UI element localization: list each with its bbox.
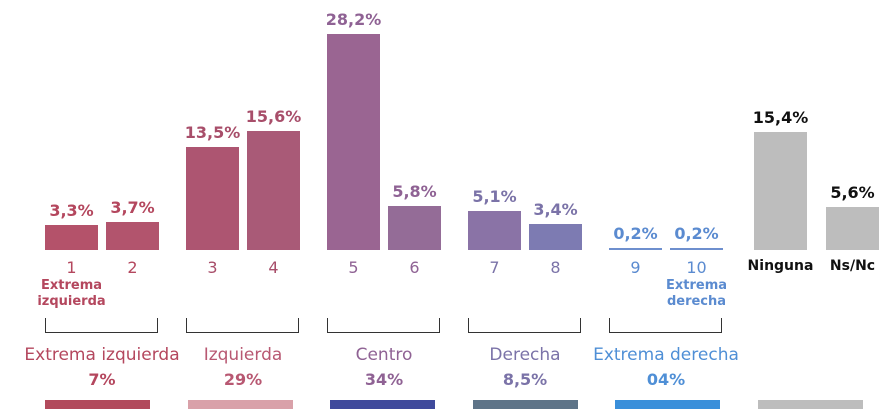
- group-swatch: [472, 400, 578, 409]
- bar: [45, 224, 98, 250]
- group-name: Izquierda: [203, 345, 283, 365]
- value-label: 13,5%: [184, 122, 241, 142]
- value-label: 5,6%: [830, 183, 875, 203]
- bar: [468, 210, 521, 250]
- category-label: 5: [348, 258, 359, 277]
- bar: [106, 221, 159, 250]
- group-name: Extrema derecha: [593, 345, 739, 365]
- category-label: 4: [268, 258, 279, 277]
- bracket: [186, 318, 299, 333]
- category-label: 2: [127, 258, 138, 277]
- group-value: 8,5%: [502, 370, 548, 389]
- bar: [529, 223, 582, 250]
- bar: [327, 34, 380, 250]
- group-value: 34%: [364, 370, 404, 389]
- annotation: Extrema izquierda: [37, 278, 106, 309]
- bar: [826, 207, 879, 250]
- group-value: 7%: [88, 370, 116, 389]
- category-label: 10: [686, 258, 707, 277]
- category-label: Ns/Nc: [829, 258, 876, 274]
- value-label: 28,2%: [325, 10, 382, 29]
- bar: [388, 205, 441, 250]
- group-swatch: [615, 400, 720, 409]
- group-value: 04%: [646, 370, 686, 389]
- value-label: 15,6%: [245, 106, 302, 126]
- group-name: Centro: [355, 345, 413, 365]
- value-label: 5,8%: [392, 181, 437, 201]
- bracket: [45, 318, 158, 333]
- group-swatch: [187, 400, 293, 409]
- bar: [670, 248, 723, 250]
- category-label: 1: [66, 258, 77, 277]
- group-name: Extrema izquierda: [24, 345, 180, 365]
- group-swatch: [330, 400, 435, 409]
- value-label: 3,4%: [533, 199, 578, 219]
- category-label: 8: [550, 258, 561, 277]
- bracket: [327, 318, 440, 333]
- group-value: 29%: [223, 370, 263, 389]
- bar: [186, 146, 239, 250]
- value-label: 5,1%: [472, 186, 517, 206]
- value-label: 3,7%: [110, 197, 155, 217]
- category-label: 9: [630, 258, 641, 277]
- category-label: 7: [489, 258, 500, 277]
- category-label: 3: [207, 258, 218, 277]
- value-label: 3,3%: [49, 200, 94, 220]
- bar: [247, 130, 300, 250]
- value-label: 0,2%: [674, 224, 719, 243]
- bracket: [609, 318, 722, 333]
- swatch: [757, 400, 863, 409]
- value-label: 15,4%: [752, 108, 809, 128]
- value-label: 0,2%: [613, 224, 658, 243]
- bar: [609, 248, 662, 250]
- group-swatch: [45, 400, 150, 409]
- category-label: Ninguna: [747, 258, 814, 274]
- category-label: 6: [409, 258, 420, 277]
- bracket: [468, 318, 581, 333]
- annotation: Extrema derecha: [665, 278, 728, 309]
- group-name: Derecha: [489, 345, 561, 365]
- bar: [754, 132, 807, 250]
